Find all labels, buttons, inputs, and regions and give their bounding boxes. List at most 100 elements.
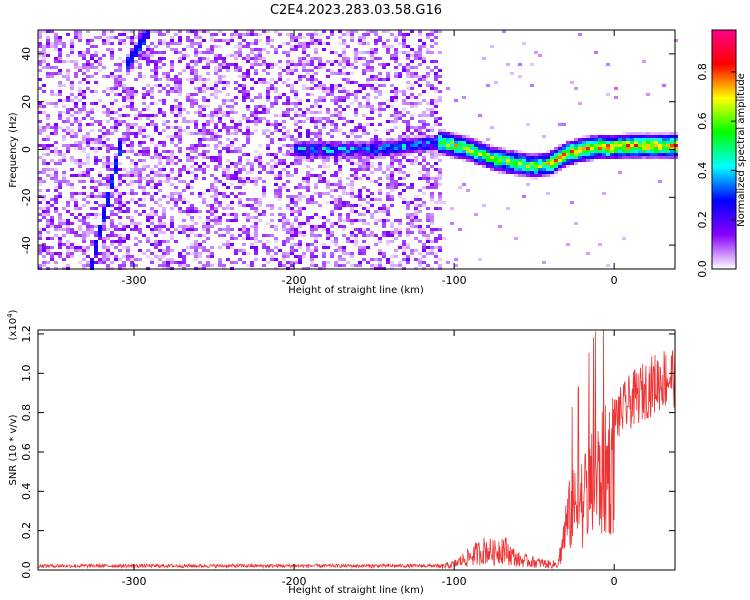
spectrogram-cell bbox=[250, 51, 254, 54]
spectrogram-cell bbox=[42, 138, 46, 141]
spectrogram-cell bbox=[326, 219, 330, 222]
spectrogram-cell bbox=[306, 54, 310, 57]
spectrogram-cell bbox=[382, 84, 386, 87]
spectrogram-cell bbox=[206, 150, 210, 153]
spectrogram-cell bbox=[246, 126, 250, 129]
spectrogram-cell bbox=[318, 165, 322, 168]
spectrogram-cell bbox=[542, 174, 546, 177]
spectrogram-cell bbox=[402, 42, 406, 45]
spectrogram-cell bbox=[150, 177, 154, 180]
spectrogram-cell bbox=[186, 171, 190, 174]
spectrogram-cell bbox=[514, 174, 518, 177]
spectrogram-cell bbox=[54, 123, 58, 126]
spectrogram-cell bbox=[346, 135, 350, 138]
spectrogram-cell bbox=[350, 132, 354, 135]
spectrogram-cell bbox=[338, 99, 342, 102]
spectrogram-cell bbox=[258, 51, 262, 54]
spectrogram-cell bbox=[406, 207, 410, 210]
spectrogram-cell bbox=[390, 177, 394, 180]
spectrogram-cell bbox=[350, 144, 354, 147]
spectrogram-cell bbox=[46, 144, 50, 147]
spectrogram-cell bbox=[78, 249, 82, 252]
spectrogram-cell bbox=[202, 162, 206, 165]
spectrogram-cell bbox=[118, 144, 122, 147]
spectrogram-cell bbox=[662, 84, 666, 87]
spectrogram-cell bbox=[410, 141, 414, 144]
spectrogram-cell bbox=[94, 240, 98, 243]
spectrogram-cell bbox=[82, 102, 86, 105]
spectrogram-cell bbox=[578, 144, 582, 147]
spectrogram-cell bbox=[130, 96, 134, 99]
spectrogram-cell bbox=[418, 39, 422, 42]
spectrogram-cell bbox=[354, 171, 358, 174]
spectrogram-cell bbox=[294, 228, 298, 231]
spectrogram-cell bbox=[62, 75, 66, 78]
spectrogram-cell bbox=[282, 135, 286, 138]
spectrogram-cell bbox=[110, 54, 114, 57]
spectrogram-cell bbox=[50, 66, 54, 69]
spectrogram-cell bbox=[162, 102, 166, 105]
spectrogram-cell bbox=[214, 45, 218, 48]
spectrogram-cell bbox=[242, 87, 246, 90]
spectrogram-cell bbox=[158, 216, 162, 219]
spectrogram-cell bbox=[138, 45, 142, 48]
spectrogram-cell bbox=[338, 153, 342, 156]
spectrogram-cell bbox=[502, 156, 506, 159]
spectrogram-cell bbox=[222, 147, 226, 150]
spectrogram-cell bbox=[338, 186, 342, 189]
spectrogram-cell bbox=[398, 72, 402, 75]
spectrogram-cell bbox=[130, 30, 134, 33]
spectrogram-cell bbox=[414, 198, 418, 201]
spectrogram-cell bbox=[210, 156, 214, 159]
spectrogram-cell bbox=[374, 168, 378, 171]
spectrogram-cell bbox=[90, 90, 94, 93]
spectrogram-cell bbox=[310, 261, 314, 264]
spectrogram-cell bbox=[110, 57, 114, 60]
spectrogram-cell bbox=[134, 36, 138, 39]
spectrogram-cell bbox=[150, 171, 154, 174]
spectrogram-cell bbox=[214, 54, 218, 57]
spectrogram-cell bbox=[150, 207, 154, 210]
spectrogram-cell bbox=[434, 135, 438, 138]
spectrogram-cell bbox=[394, 39, 398, 42]
spectrogram-cell bbox=[94, 156, 98, 159]
spectrogram-cell bbox=[162, 165, 166, 168]
spectrogram-cell bbox=[618, 144, 622, 147]
spectrogram-cell bbox=[370, 204, 374, 207]
spectrogram-cell bbox=[522, 165, 526, 168]
spectrogram-cell bbox=[282, 159, 286, 162]
spectrogram-cell bbox=[422, 60, 426, 63]
spectrogram-cell bbox=[94, 255, 98, 258]
spectrogram-cell bbox=[410, 219, 414, 222]
spectrogram-cell bbox=[142, 168, 146, 171]
spectrogram-cell bbox=[198, 30, 202, 33]
spectrogram-cell bbox=[90, 123, 94, 126]
spectrogram-cell bbox=[202, 81, 206, 84]
spectrogram-cell bbox=[250, 177, 254, 180]
spectrogram-cell bbox=[242, 153, 246, 156]
spectrogram-cell bbox=[486, 162, 490, 165]
spectrogram-cell bbox=[194, 246, 198, 249]
spectrogram-cell bbox=[138, 114, 142, 117]
spectrogram-cell bbox=[126, 225, 130, 228]
spectrogram-cell bbox=[378, 240, 382, 243]
spectrogram-cell bbox=[94, 243, 98, 246]
spectrogram-cell bbox=[382, 63, 386, 66]
spectrogram-cell bbox=[106, 249, 110, 252]
spectrogram-cell bbox=[94, 162, 98, 165]
spectrogram-cell bbox=[126, 135, 130, 138]
spectrogram-cell bbox=[138, 204, 142, 207]
spectrogram-cell bbox=[150, 30, 154, 33]
spectrogram-cell bbox=[410, 93, 414, 96]
spectrogram-cell bbox=[434, 240, 438, 243]
spectrogram-cell bbox=[166, 258, 170, 261]
spectrogram-cell bbox=[46, 261, 50, 264]
spectrogram-cell bbox=[138, 51, 142, 54]
spectrogram-cell bbox=[426, 150, 430, 153]
spectrogram-cell bbox=[426, 147, 430, 150]
spectrogram-cell bbox=[406, 51, 410, 54]
spectrogram-cell bbox=[146, 183, 150, 186]
spectrogram-cell bbox=[422, 231, 426, 234]
spectrogram-cell bbox=[406, 138, 410, 141]
spectrogram-cell bbox=[234, 186, 238, 189]
